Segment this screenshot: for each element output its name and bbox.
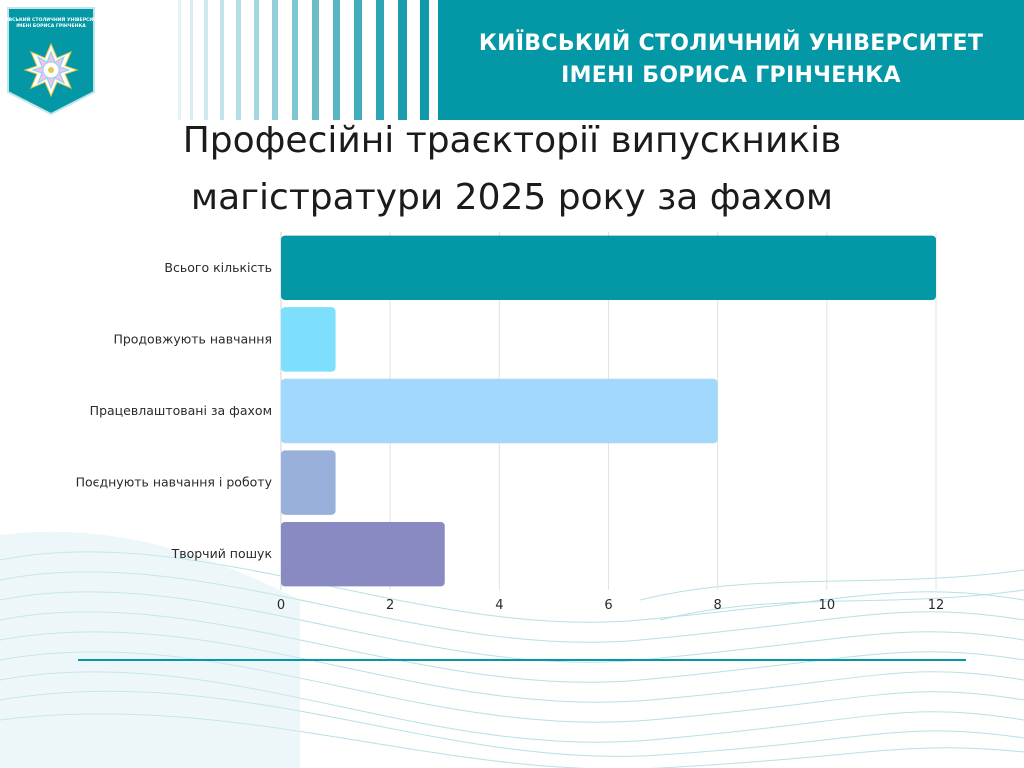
- bar-1: [281, 307, 336, 372]
- bottom-waves: [0, 551, 1024, 768]
- x-tick-label-2: 4: [495, 598, 503, 613]
- header-band: КИЇВСЬКИЙ СТОЛИЧНИЙ УНІВЕРСИТЕТ ІМЕНІ БО…: [438, 0, 1024, 120]
- bar-0: [281, 235, 936, 301]
- category-label-0: Всього кількість: [164, 260, 272, 275]
- page-title-line2: магістратури 2025 року за фахом: [190, 177, 834, 218]
- page-title: Професійні траєкторії випускників магіст…: [0, 112, 1024, 226]
- x-tick-label-5: 10: [819, 598, 836, 613]
- category-label-2: Працевлаштовані за фахом: [90, 403, 272, 418]
- university-name-line2: ІМЕНІ БОРИСА ГРІНЧЕНКА: [561, 63, 901, 88]
- university-logo: КИЇВСЬКИЙ СТОЛИЧНИЙ УНІВЕРСИТЕТ ІМЕНІ БО…: [6, 7, 96, 116]
- x-tick-label-3: 6: [604, 598, 612, 613]
- x-tick-label-4: 8: [714, 598, 722, 613]
- category-label-3: Поєднують навчання і роботу: [76, 475, 273, 490]
- star-emblem-icon: [23, 42, 79, 98]
- page-title-line1: Професійні траєкторії випускників: [182, 120, 842, 161]
- bar-4: [281, 521, 445, 587]
- bar-3: [281, 450, 336, 515]
- logo-text-line1: КИЇВСЬКИЙ СТОЛИЧНИЙ УНІВЕРСИТЕТ: [6, 15, 96, 23]
- category-label-1: Продовжують навчання: [113, 331, 272, 346]
- category-label-4: Творчий пошук: [171, 546, 273, 561]
- header-stripes: [178, 0, 429, 120]
- bar-2: [281, 378, 718, 444]
- logo-text-line2: ІМЕНІ БОРИСА ГРІНЧЕНКА: [16, 23, 86, 29]
- wave-fill: [0, 531, 300, 768]
- x-tick-label-0: 0: [277, 598, 285, 613]
- x-tick-label-1: 2: [386, 598, 394, 613]
- x-tick-label-6: 12: [928, 598, 945, 613]
- university-name-line1: КИЇВСЬКИЙ СТОЛИЧНИЙ УНІВЕРСИТЕТ: [478, 31, 984, 56]
